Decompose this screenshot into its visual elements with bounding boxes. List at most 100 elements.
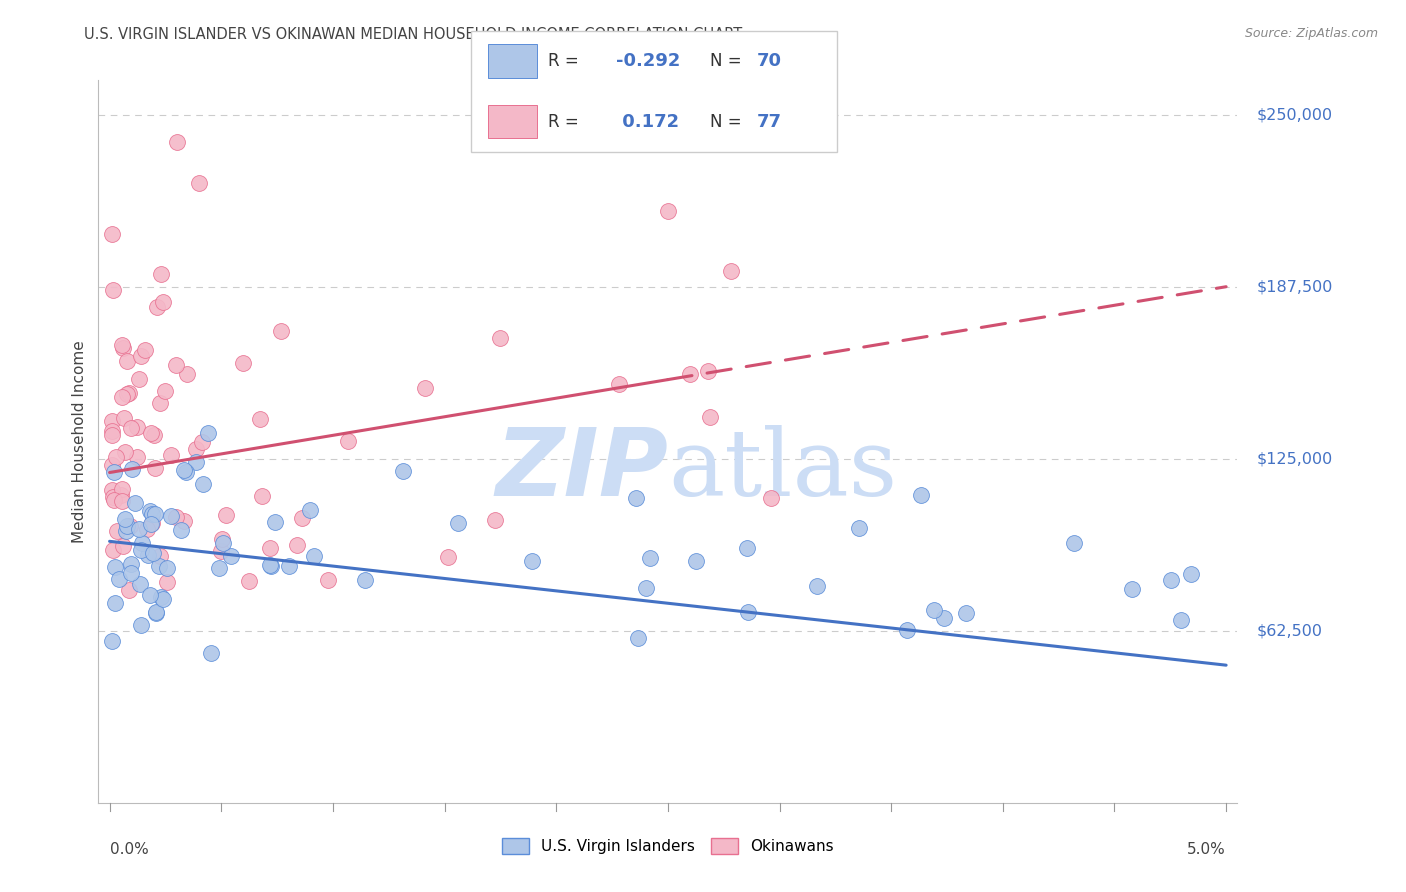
Point — [111, 390, 134, 404]
Point — [285, 538, 308, 552]
Point — [125, 450, 148, 465]
Point — [211, 536, 233, 550]
Point — [679, 367, 702, 381]
Point — [104, 560, 127, 574]
Point — [101, 458, 124, 472]
Point — [1160, 573, 1182, 587]
Point — [413, 381, 436, 395]
Point — [118, 583, 141, 598]
Point — [209, 544, 232, 558]
Point — [139, 588, 162, 602]
Point — [173, 514, 195, 528]
Point — [112, 410, 135, 425]
Text: $125,000: $125,000 — [1257, 451, 1333, 467]
Point — [124, 496, 146, 510]
Point — [125, 419, 148, 434]
Point — [111, 482, 134, 496]
Point — [115, 386, 138, 401]
Text: 0.172: 0.172 — [616, 112, 679, 130]
Point — [149, 549, 172, 563]
Point — [149, 396, 172, 410]
Point — [131, 349, 153, 363]
Point — [186, 442, 208, 457]
Point — [208, 560, 231, 574]
Point — [108, 572, 131, 586]
Point — [200, 646, 222, 660]
Text: -0.292: -0.292 — [616, 53, 681, 70]
Point — [139, 516, 162, 531]
Point — [302, 549, 325, 563]
Point — [1063, 536, 1085, 550]
Point — [150, 590, 173, 604]
Point — [101, 283, 124, 297]
Point — [148, 558, 170, 573]
Text: ZIP: ZIP — [495, 425, 668, 516]
Point — [484, 513, 506, 527]
Point — [232, 356, 254, 370]
Point — [607, 376, 630, 391]
Point — [128, 372, 150, 386]
Point — [165, 358, 187, 372]
Text: R =: R = — [548, 112, 589, 130]
Point — [142, 547, 165, 561]
Point — [114, 444, 136, 458]
Point — [259, 558, 281, 573]
Point — [120, 558, 142, 572]
Point — [136, 548, 159, 562]
Point — [249, 411, 271, 425]
Point — [141, 507, 163, 521]
Point — [174, 465, 197, 479]
Point — [627, 631, 650, 645]
Point — [391, 464, 413, 478]
Point — [238, 574, 260, 589]
Point — [520, 554, 543, 568]
Point — [173, 463, 195, 477]
Point — [735, 541, 758, 556]
Point — [446, 516, 468, 530]
Point — [638, 550, 661, 565]
Point — [166, 135, 188, 149]
Point — [156, 575, 179, 590]
Point — [922, 603, 945, 617]
Point — [111, 494, 134, 508]
Point — [436, 550, 458, 565]
Text: $250,000: $250,000 — [1257, 107, 1333, 122]
Point — [187, 177, 209, 191]
Point — [101, 491, 124, 505]
Point — [134, 343, 156, 357]
Point — [1121, 582, 1143, 596]
Point — [165, 510, 187, 524]
Point — [145, 460, 167, 475]
Point — [111, 341, 134, 355]
Point — [115, 354, 138, 368]
Point — [184, 455, 207, 469]
Point — [197, 426, 219, 441]
Point — [110, 488, 132, 502]
Point — [720, 264, 742, 278]
Point — [129, 577, 152, 591]
Point — [114, 524, 136, 538]
Point — [120, 421, 142, 435]
Point — [1170, 613, 1192, 627]
Point — [215, 508, 238, 522]
Point — [737, 606, 759, 620]
Point — [259, 559, 281, 574]
Point — [685, 554, 707, 568]
Y-axis label: Median Household Income: Median Household Income — [72, 340, 87, 543]
Text: N =: N = — [710, 112, 747, 130]
Point — [152, 591, 174, 606]
Point — [129, 618, 152, 632]
Point — [128, 522, 150, 536]
Point — [634, 582, 657, 596]
Point — [221, 549, 243, 564]
Text: Source: ZipAtlas.com: Source: ZipAtlas.com — [1244, 27, 1378, 40]
Point — [697, 364, 720, 378]
Point — [114, 512, 136, 526]
Point — [910, 487, 932, 501]
Point — [259, 541, 281, 555]
Point — [155, 561, 177, 575]
Point — [129, 542, 152, 557]
Point — [139, 503, 162, 517]
Text: atlas: atlas — [668, 425, 897, 516]
Point — [955, 606, 977, 620]
